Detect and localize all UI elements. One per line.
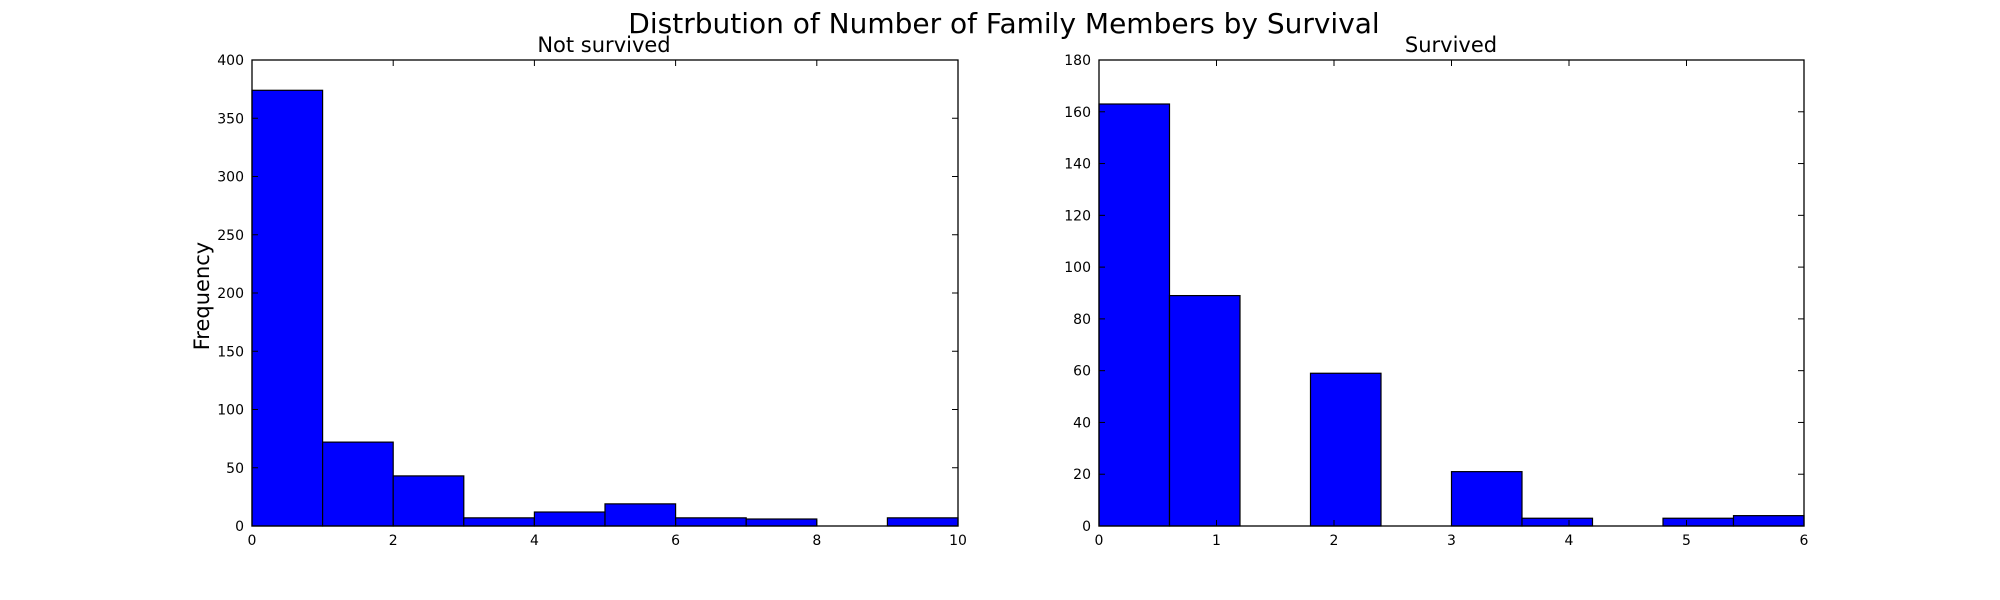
y-tick-label: 80 (1073, 312, 1091, 328)
histogram-bar (1732, 515, 1805, 527)
x-tick-label: 8 (812, 533, 821, 549)
y-axis-label: Frequency (190, 242, 214, 351)
y-tick-label: 0 (235, 519, 244, 535)
ticks-survived: 0 20 40 60 80 100 120 140 160 180 0 1 2 3 4 5 6 (1064, 53, 1808, 549)
y-tick-label: 200 (217, 286, 244, 302)
ticks-not-survived: 0 50 100 150 200 250 300 350 400 0 2 4 6 8 10 (217, 53, 967, 549)
y-tick-label: 350 (217, 111, 244, 127)
y-tick-label: 100 (217, 403, 244, 419)
histogram-bar (1450, 471, 1523, 527)
y-tick-label: 40 (1073, 415, 1091, 431)
chart-title-not-survived: Not survived (537, 33, 670, 57)
y-tick-label: 20 (1073, 467, 1091, 483)
histogram-bar (322, 441, 394, 527)
plot-frame-not-survived (251, 59, 959, 527)
histogram-bar (392, 475, 465, 527)
bars-survived (1098, 103, 1805, 527)
x-tick-label: 6 (671, 533, 680, 549)
histogram-bar (463, 517, 535, 527)
plot-frame-survived (1098, 59, 1805, 527)
histogram-bar (604, 503, 677, 527)
x-tick-label: 5 (1682, 533, 1691, 549)
y-tick-label: 180 (1064, 53, 1091, 69)
chart-title-survived: Survived (1405, 33, 1497, 57)
x-tick-label: 6 (1800, 533, 1809, 549)
y-tick-label: 160 (1064, 105, 1091, 121)
x-tick-label: 10 (949, 533, 967, 549)
x-tick-label: 3 (1447, 533, 1456, 549)
y-tick-label: 120 (1064, 208, 1091, 224)
y-tick-label: 400 (217, 53, 244, 69)
histogram-bar (886, 517, 959, 527)
histogram-bar (1662, 517, 1735, 527)
histogram-not-survived: Not survived Frequency 05010015020025030… (190, 33, 967, 549)
histogram-bar (1309, 372, 1382, 527)
histogram-survived: Survived 0 20 40 60 80 100 120 140 160 180 0 1 2 3 4 5 6 (1064, 33, 1808, 549)
histogram-bar (1168, 294, 1241, 527)
histogram-bar (1521, 517, 1594, 527)
y-tick-label: 60 (1073, 364, 1091, 380)
histogram-bar (251, 89, 324, 527)
x-tick-label: 4 (1565, 533, 1574, 549)
histogram-bar (674, 517, 747, 527)
y-tick-label: 150 (217, 344, 244, 360)
y-tick-label: 300 (217, 170, 244, 186)
bars-not-survived (251, 89, 959, 527)
y-tick-label: 0 (1082, 519, 1091, 535)
x-tick-label: 1 (1212, 533, 1221, 549)
x-tick-label: 0 (248, 533, 257, 549)
figure-title: Distrbution of Number of Family Members … (628, 7, 1379, 40)
x-tick-label: 4 (530, 533, 539, 549)
x-tick-label: 2 (389, 533, 398, 549)
histogram-bar (745, 518, 818, 527)
x-tick-label: 0 (1095, 533, 1104, 549)
y-tick-label: 140 (1064, 157, 1091, 173)
y-tick-label: 50 (226, 461, 244, 477)
x-tick-label: 2 (1330, 533, 1339, 549)
y-tick-label: 100 (1064, 260, 1091, 276)
y-tick-label: 250 (217, 228, 244, 244)
histogram-bar (533, 511, 606, 527)
histogram-bar (1098, 103, 1171, 527)
